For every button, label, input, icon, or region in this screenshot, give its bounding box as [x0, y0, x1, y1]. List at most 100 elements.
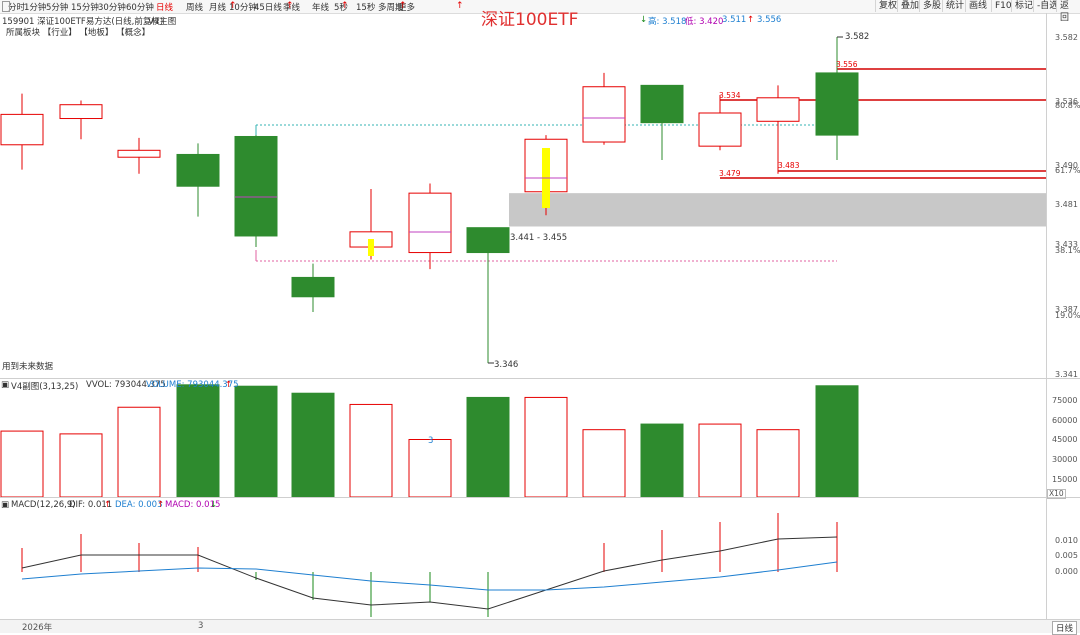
up-arrow-icon: ↑	[225, 380, 233, 390]
low-label: 低: 3.420	[685, 17, 724, 27]
macd-menu-icon[interactable]: ▣	[1, 500, 10, 510]
fib-tick: 61.7%	[1055, 166, 1080, 175]
volume-label: VOLUME: 793044.375	[146, 380, 239, 390]
tab-8[interactable]: 月线	[209, 3, 227, 13]
value-2: 3.556	[757, 15, 782, 25]
toolbar-button-5[interactable]: F10	[991, 0, 1015, 12]
volume-tick: 45000	[1052, 435, 1078, 444]
tab-10[interactable]: 45日线	[254, 3, 282, 13]
highlight-marker	[368, 239, 374, 256]
tab-14[interactable]: 15秒	[356, 3, 376, 13]
up-arrow-icon: ↑	[747, 15, 755, 25]
volume-bar	[349, 403, 393, 498]
toolbar-button-1[interactable]: 叠加	[897, 0, 923, 12]
tab-1[interactable]: 1分钟	[24, 3, 47, 13]
macd-tick: 0.010	[1055, 536, 1078, 545]
macd-tick: 0.000	[1055, 567, 1078, 576]
volume-unit: X10	[1047, 489, 1066, 499]
up-arrow-icon: ↑	[229, 1, 237, 11]
period-toolbar	[0, 0, 1080, 14]
candle-body	[0, 113, 44, 146]
candle-body	[117, 149, 161, 158]
tab-5[interactable]: 60分钟	[126, 3, 154, 13]
gap-range-label: 3.441 - 3.455	[510, 233, 568, 243]
tab-0[interactable]: 分时	[8, 3, 26, 13]
volume-tick: 15000	[1052, 475, 1078, 484]
volume-bar	[815, 385, 859, 498]
volume-bar-marker: 3	[428, 436, 434, 446]
toolbar-button-4[interactable]: 画线	[965, 0, 991, 12]
date-label: 3	[198, 621, 204, 631]
tab-15[interactable]: 多周期	[378, 3, 404, 13]
date-label: 2026年	[22, 623, 53, 633]
candle-body	[291, 276, 335, 298]
toolbar-button-3[interactable]: 统计	[942, 0, 968, 12]
dea-label: DEA: 0.003	[115, 500, 163, 510]
volume-bar	[524, 396, 568, 498]
volume-bar	[698, 423, 742, 498]
sector-line: 所属板块 【行业】 【地板】 【概念】	[6, 28, 151, 38]
toolbar-button-8[interactable]: 返回	[1056, 0, 1080, 23]
level-483-label: 3.483	[778, 161, 800, 170]
fib-tick: 80.8%	[1055, 101, 1080, 110]
candle-body	[59, 104, 103, 120]
axis-divider	[1046, 13, 1047, 619]
candle-body	[815, 72, 859, 136]
tab-11[interactable]: 季线	[283, 3, 301, 13]
bottom-period-tab[interactable]: 日线	[1052, 621, 1078, 635]
volume-bar	[0, 430, 44, 498]
up-arrow-icon: ↑	[157, 500, 165, 510]
toolbar-button-2[interactable]: 多股	[919, 0, 945, 12]
tab-2[interactable]: 5分钟	[46, 3, 69, 13]
up-arrow-icon: ↑	[456, 1, 464, 11]
level-534-label: 3.534	[719, 91, 741, 100]
tab-4[interactable]: 30分钟	[98, 3, 126, 13]
toolbar-button-0[interactable]: 复权	[875, 0, 901, 12]
fib-tick: 38.1%	[1055, 246, 1080, 255]
macd-label: MACD: 0.015	[165, 500, 221, 510]
candle-body	[466, 227, 510, 254]
volume-tick: 60000	[1052, 416, 1078, 425]
low-annotation: 3.346	[494, 360, 519, 370]
candle-body	[408, 192, 452, 254]
tab-9[interactable]: 10分钟	[229, 3, 257, 13]
volume-bar	[408, 439, 452, 498]
main-indicator-label[interactable]: V4主图	[148, 17, 177, 27]
toolbar-button-6[interactable]: 标记	[1011, 0, 1037, 12]
high-label: 高: 3.518	[648, 17, 687, 27]
up-arrow-icon: ↑	[104, 500, 112, 510]
price-tick: 3.536	[1055, 97, 1078, 106]
volume-tick: 75000	[1052, 396, 1078, 405]
macd-tick: 0.005	[1055, 551, 1078, 560]
grid-icon[interactable]	[2, 1, 10, 12]
dea-line	[21, 561, 838, 591]
toolbar-button-7[interactable]: -自选	[1033, 0, 1062, 12]
up-arrow-icon: ↑	[286, 1, 294, 11]
down-arrow-icon: ↓	[210, 500, 218, 510]
volume-bar	[176, 384, 220, 498]
dif-line	[21, 536, 838, 610]
volume-panel-label: V4副图(3,13,25)	[11, 382, 79, 392]
volume-bar	[756, 429, 800, 498]
tab-7[interactable]: 周线	[186, 3, 204, 13]
candle-body	[640, 84, 684, 124]
candle-body	[698, 112, 742, 147]
volume-bar	[466, 396, 510, 498]
volume-bar	[640, 423, 684, 498]
price-tick: 3.481	[1055, 200, 1078, 209]
tab-3[interactable]: 15分钟	[71, 3, 99, 13]
volume-menu-icon[interactable]: ▣	[1, 380, 10, 390]
vvol-label: VVOL: 793044.375	[86, 380, 166, 390]
candle-body	[756, 97, 800, 122]
tab-13[interactable]: 5秒	[334, 3, 348, 13]
peak-annotation: 3.582	[845, 32, 870, 42]
up-arrow-icon: ↑	[399, 1, 407, 11]
volume-tick: 30000	[1052, 455, 1078, 464]
panel-divider	[0, 497, 1080, 498]
tab-12[interactable]: 年线	[312, 3, 330, 13]
tab-6[interactable]: 日线	[156, 3, 174, 13]
gap-zone	[509, 193, 1046, 227]
tab-16[interactable]: 更多	[398, 3, 416, 13]
down-arrow-icon: ↓	[640, 15, 648, 25]
